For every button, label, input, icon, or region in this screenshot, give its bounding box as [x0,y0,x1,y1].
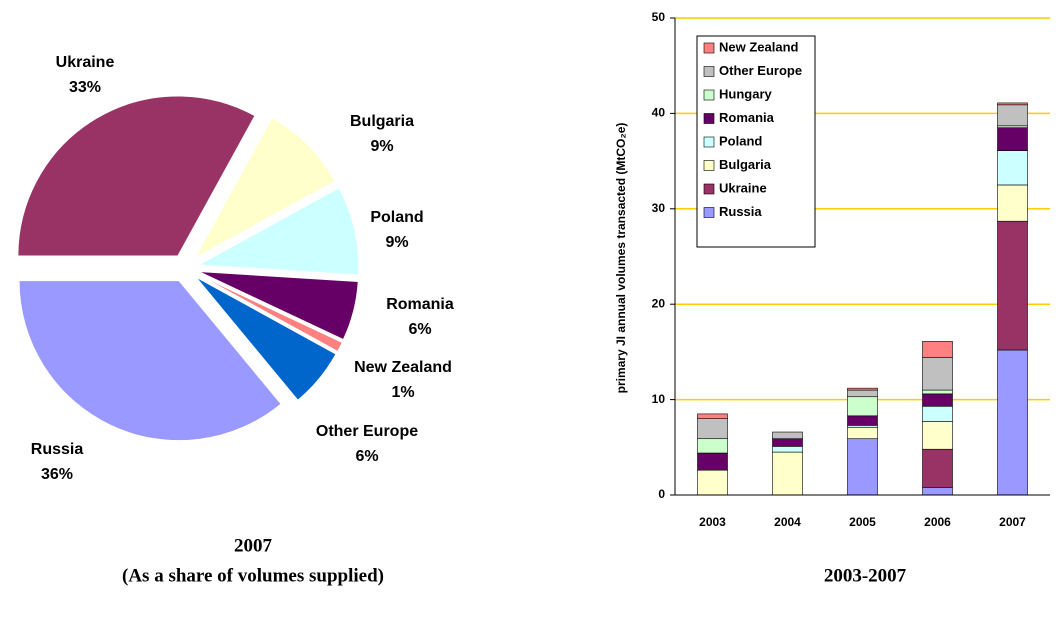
y-tick-label: 10 [652,392,666,406]
pie-slice [17,95,256,257]
bar-segment [847,396,878,417]
legend-label: Romania [719,110,775,125]
bar-title: 2003-2007 [824,565,907,586]
x-tick-label: 2005 [849,515,876,529]
x-tick-label: 2003 [699,515,726,529]
slice-label: 6% [355,448,378,465]
bar-segment [697,469,728,496]
legend-swatch [703,42,715,54]
bar-segment [772,451,803,496]
bar-segment [772,431,803,440]
slice-name: Russia [31,441,84,458]
bar-segment [997,184,1028,222]
slice-name: Other Europe [316,423,418,440]
x-tick-label: 2004 [774,515,801,529]
y-axis-label: primary JI annual volumes transacted (Mt… [614,123,628,394]
slice-label: 36% [41,466,73,483]
y-tick-label: 30 [652,201,666,215]
pie-title: 2007 [234,535,273,556]
legend-swatch [703,136,715,148]
bar-segment [697,438,728,454]
pie-slice [18,280,282,442]
bar-segment [772,438,803,447]
legend-label: Other Europe [719,63,802,78]
x-tick-label: 2007 [999,515,1026,529]
legend-swatch [703,89,715,101]
slice-label: 33% [69,79,101,96]
pie-slice [195,276,337,401]
bar-segment [922,487,953,496]
bar-segment [922,448,953,488]
slice-name: Bulgaria [350,113,414,130]
legend-swatch [703,183,715,195]
bar-segment [922,357,953,391]
bar-segment [922,393,953,407]
bar-segment [997,127,1028,151]
slice-name: Poland [370,209,423,226]
legend-label: Hungary [719,86,773,101]
pie-slice [197,273,343,353]
x-tick-label: 2006 [924,515,951,529]
legend-swatch [703,66,715,77]
bar-segment [697,413,728,419]
bar-segment [922,389,953,395]
y-tick-label: 0 [658,487,665,501]
bar-segment [847,438,878,496]
bar-segment [997,102,1028,106]
pie-slice [198,270,359,341]
legend-swatch [703,207,715,218]
pie-slice [196,187,360,276]
bar-segment [847,415,878,426]
bar-segment [697,418,728,440]
y-tick-label: 50 [652,10,666,24]
legend-swatch [703,160,715,171]
legend-swatch [703,113,715,124]
bar-segment [997,220,1028,351]
legend-label: Poland [719,133,762,148]
bar-segment [697,452,728,471]
legend-label: New Zealand [719,39,799,54]
slice-name: New Zealand [354,359,452,376]
legend-box [696,35,816,248]
slice-label: 9% [385,234,408,251]
slice-label: 6% [408,321,431,338]
pie-subtitle: (As a share of volumes supplied) [122,565,384,586]
bar-segment [772,446,803,453]
legend-label: Russia [719,204,762,219]
bar-segment [847,387,878,391]
slice-label: 9% [370,138,393,155]
bar-segment [922,421,953,450]
bar-segment [997,150,1028,186]
legend-label: Bulgaria [719,157,772,172]
bar-segment [997,104,1028,127]
slice-name: Ukraine [56,54,115,71]
bar-segment [847,426,878,440]
bar-segment [997,349,1028,496]
slice-name: Romania [386,296,454,313]
pie-slice [193,117,336,260]
bar-segment [922,341,953,358]
legend-label: Ukraine [719,180,767,195]
y-tick-label: 20 [652,296,666,310]
bar-segment [847,389,878,398]
slice-label: 1% [391,384,414,401]
y-tick-label: 40 [652,106,666,120]
bar-segment [922,405,953,422]
